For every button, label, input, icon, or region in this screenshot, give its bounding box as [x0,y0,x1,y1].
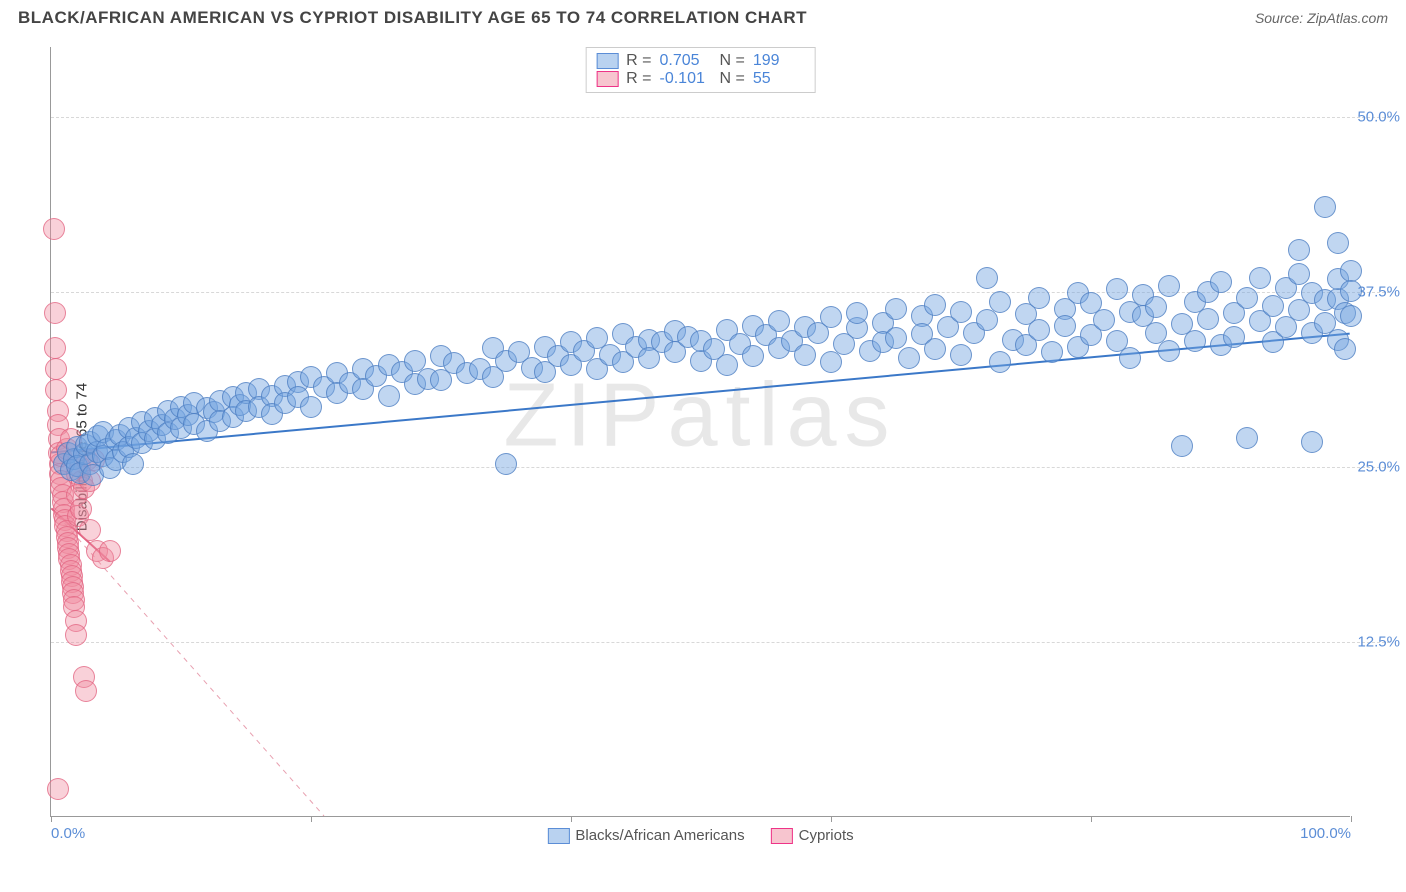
xtick-label: 0.0% [51,825,85,842]
data-point [1054,315,1076,337]
legend-n-label: N = [720,70,745,88]
ytick-label: 50.0% [1357,109,1400,126]
data-point [378,385,400,407]
data-point [898,347,920,369]
data-point [1301,431,1323,453]
data-point [1327,232,1349,254]
legend-r-label: R = [626,70,651,88]
xtick [51,816,52,822]
chart-title: BLACK/AFRICAN AMERICAN VS CYPRIOT DISABI… [18,8,807,28]
watermark: ZIPatlas [503,365,897,468]
legend-label-pink: Cypriots [799,827,854,844]
data-point [1288,263,1310,285]
correlation-legend: R = 0.705 N = 199 R = -0.101 N = 55 [585,47,816,93]
legend-r-blue: 0.705 [660,52,712,70]
data-point [885,298,907,320]
data-point [1236,287,1258,309]
data-point [1314,196,1336,218]
legend-swatch-blue [596,53,618,69]
series-legend: Blacks/African Americans Cypriots [547,827,853,844]
data-point [45,379,67,401]
data-point [1340,305,1362,327]
ytick-label: 37.5% [1357,284,1400,301]
xtick [571,816,572,822]
data-point [495,453,517,475]
xtick [1351,816,1352,822]
data-point [742,345,764,367]
data-point [79,519,101,541]
data-point [846,302,868,324]
data-point [44,302,66,324]
data-point [1041,341,1063,363]
ytick-label: 25.0% [1357,459,1400,476]
data-point [1262,295,1284,317]
data-point [99,540,121,562]
data-point [885,327,907,349]
data-point [1093,309,1115,331]
data-point [1106,278,1128,300]
data-point [43,218,65,240]
data-point [1223,326,1245,348]
data-point [924,338,946,360]
data-point [75,680,97,702]
data-point [1236,427,1258,449]
data-point [924,294,946,316]
data-point [794,344,816,366]
legend-swatch-pink [771,828,793,844]
data-point [1158,275,1180,297]
data-point [1197,308,1219,330]
data-point [1119,347,1141,369]
data-point [1145,296,1167,318]
ytick-label: 12.5% [1357,634,1400,651]
data-point [65,624,87,646]
data-point [950,344,972,366]
data-point [44,337,66,359]
chart-container: Disability Age 65 to 74 ZIPatlas R = 0.7… [0,32,1406,882]
legend-swatch-pink [596,71,618,87]
trendlines [51,47,1350,816]
legend-n-blue: 199 [753,52,805,70]
xtick [311,816,312,822]
legend-label-blue: Blacks/African Americans [575,827,744,844]
legend-r-label: R = [626,52,651,70]
data-point [122,453,144,475]
gridline-h [51,467,1390,468]
data-point [1028,287,1050,309]
data-point [1249,267,1271,289]
data-point [1158,340,1180,362]
data-point [950,301,972,323]
xtick [1091,816,1092,822]
legend-r-pink: -0.101 [660,70,712,88]
data-point [1340,280,1362,302]
data-point [768,310,790,332]
data-point [1288,239,1310,261]
data-point [716,354,738,376]
legend-n-label: N = [720,52,745,70]
gridline-h [51,117,1390,118]
data-point [989,291,1011,313]
legend-swatch-blue [547,828,569,844]
data-point [820,351,842,373]
data-point [976,267,998,289]
data-point [1184,330,1206,352]
data-point [1171,435,1193,457]
legend-n-pink: 55 [753,70,805,88]
data-point [300,396,322,418]
data-point [820,306,842,328]
data-point [1334,338,1356,360]
source-label: Source: ZipAtlas.com [1255,10,1388,26]
data-point [976,309,998,331]
data-point [1210,271,1232,293]
data-point [70,498,92,520]
data-point [45,358,67,380]
data-point [47,778,69,800]
data-point [989,351,1011,373]
data-point [1028,319,1050,341]
gridline-h [51,642,1390,643]
plot-area: ZIPatlas R = 0.705 N = 199 R = -0.101 N … [50,47,1350,817]
xtick [831,816,832,822]
xtick-label: 100.0% [1300,825,1351,842]
